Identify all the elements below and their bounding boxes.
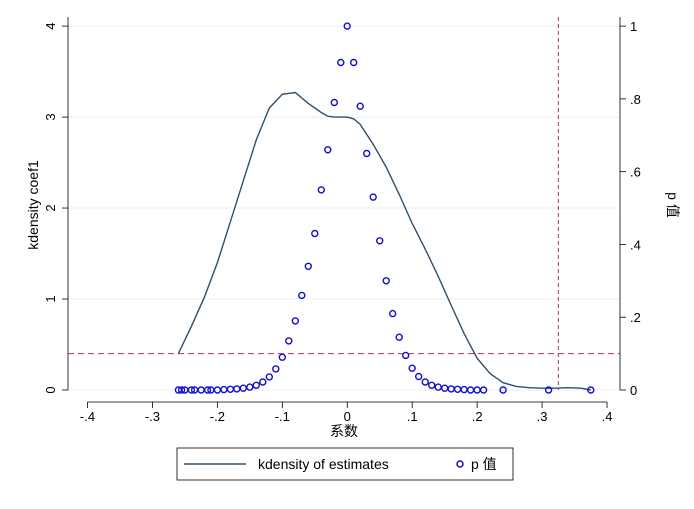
p-value-point-49 — [479, 386, 488, 394]
x-tick-label-3: -.1 — [275, 409, 290, 424]
p-value-point-33 — [376, 237, 384, 245]
p-value-point-13 — [246, 383, 254, 391]
p-value-point-25 — [324, 146, 332, 154]
p-value-point-52 — [587, 386, 595, 394]
p-value-point-19 — [285, 337, 293, 345]
x-tick-label-7: .3 — [537, 409, 548, 424]
p-value-point-1 — [177, 386, 186, 394]
p-value-point-50 — [499, 386, 507, 394]
y-right-tick-label-3: .6 — [630, 165, 641, 180]
p-value-scatter — [174, 22, 595, 394]
p-value-point-14 — [252, 381, 260, 389]
p-value-point-24 — [317, 186, 325, 194]
p-value-point-41 — [428, 381, 436, 389]
reference-lines — [68, 17, 620, 390]
p-value-point-23 — [311, 229, 319, 238]
legend-label-pvalue: p 值 — [471, 456, 497, 472]
p-value-point-39 — [415, 372, 423, 381]
x-tick-label-4: 0 — [344, 409, 351, 424]
x-tick-label-6: .2 — [472, 409, 483, 424]
p-value-point-15 — [259, 378, 267, 386]
p-value-point-31 — [363, 149, 371, 158]
legend-label-density: kdensity of estimates — [258, 456, 389, 472]
p-value-point-22 — [304, 262, 312, 270]
y-right-tick-label-4: .8 — [630, 92, 641, 107]
y-right-tick-label-5: 1 — [630, 19, 637, 34]
x-tick-label-0: -.4 — [80, 409, 95, 424]
y-left-tick-label-0: 0 — [43, 386, 58, 393]
y-right-tick-label-0: 0 — [630, 383, 637, 398]
p-value-point-16 — [265, 373, 273, 381]
x-tick-label-5: .1 — [407, 409, 418, 424]
y-left-axis-title: kdensity coef1 — [25, 160, 41, 250]
series-layer — [174, 22, 595, 394]
p-value-point-40 — [421, 378, 429, 386]
p-value-point-28 — [343, 22, 351, 30]
axes: -.4 -.3 -.2 -.1 0 .1 .2 .3 .4 0 1 2 3 4 0 .2 .4 .6 .8 1 — [43, 19, 641, 424]
p-value-point-17 — [272, 365, 280, 373]
density-line — [177, 91, 591, 391]
y-right-tick-label-1: .2 — [630, 310, 641, 325]
legend: kdensity of estimates p 值 — [176, 447, 514, 481]
p-value-point-35 — [389, 309, 397, 318]
p-value-point-37 — [402, 351, 410, 360]
x-tick-label-1: -.3 — [145, 409, 160, 424]
legend-circle-marker — [456, 460, 464, 468]
p-value-point-6 — [203, 386, 212, 394]
p-value-point-20 — [291, 317, 299, 325]
y-right-axis-title: p 值 — [665, 192, 681, 218]
p-value-point-18 — [278, 353, 286, 361]
y-left-tick-label-4: 4 — [43, 22, 58, 29]
p-value-point-36 — [395, 333, 403, 341]
p-value-point-21 — [298, 291, 306, 300]
p-value-point-51 — [544, 386, 553, 394]
y-left-tick-label-1: 1 — [43, 295, 58, 302]
p-value-point-32 — [369, 193, 377, 201]
x-tick-label-2: -.2 — [210, 409, 225, 424]
p-value-point-29 — [350, 58, 358, 67]
p-value-point-38 — [408, 364, 416, 372]
y-left-tick-label-3: 3 — [43, 113, 58, 120]
p-value-point-27 — [337, 58, 345, 67]
y-right-tick-label-2: .4 — [630, 237, 641, 252]
p-value-point-30 — [356, 102, 364, 110]
y-left-tick-label-2: 2 — [43, 204, 58, 211]
x-axis-title: 系数 — [330, 423, 358, 439]
p-value-point-3 — [187, 386, 196, 394]
x-tick-label-8: .4 — [602, 409, 613, 424]
p-value-point-26 — [330, 98, 338, 107]
p-value-point-34 — [382, 277, 390, 285]
